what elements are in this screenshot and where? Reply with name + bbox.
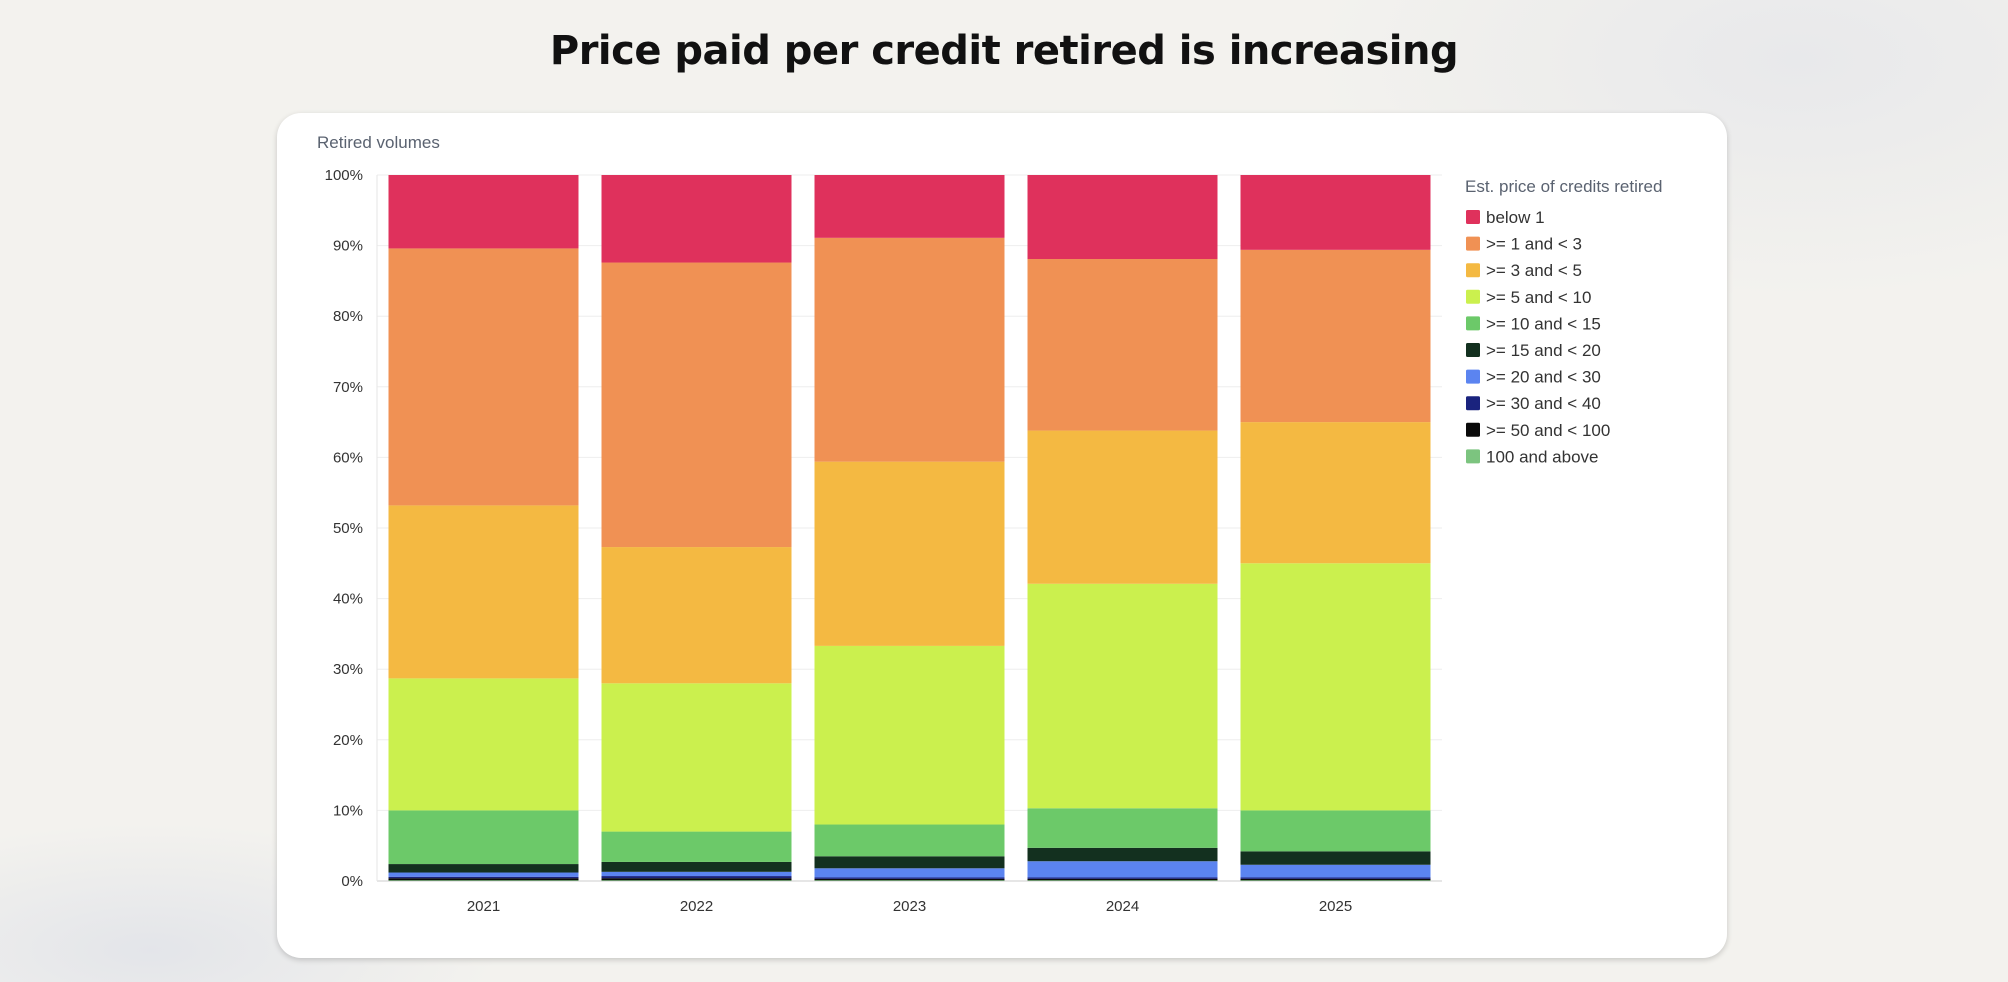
legend-title: Est. price of credits retired (1465, 177, 1662, 196)
bar-segment (601, 683, 792, 832)
bar-segment (1240, 563, 1431, 811)
bar-segment (388, 810, 579, 865)
legend-swatch (1466, 369, 1480, 384)
bar-segment (1027, 861, 1218, 878)
bar-segment (601, 878, 792, 881)
legend-label: >= 50 and < 100 (1486, 421, 1610, 440)
legend-swatch (1466, 236, 1480, 251)
bar-segment (388, 248, 579, 506)
legend-swatch (1466, 396, 1480, 411)
bar-segment (601, 262, 792, 548)
legend-label: >= 15 and < 20 (1486, 341, 1601, 360)
bar-segment (1027, 259, 1218, 431)
x-tick-label: 2023 (893, 898, 926, 915)
y-tick-label: 30% (333, 661, 363, 678)
legend-swatch (1466, 210, 1480, 224)
bar-segment (601, 871, 792, 877)
bar-segment (1027, 878, 1218, 881)
legend-swatch (1466, 449, 1480, 464)
legend-swatch (1466, 343, 1480, 357)
legend-swatch (1466, 263, 1480, 278)
bar-segment (1027, 583, 1218, 809)
legend-swatch (1466, 422, 1480, 437)
legend-swatch (1466, 316, 1480, 331)
y-tick-label: 40% (333, 591, 363, 608)
bar-segment (814, 880, 1005, 881)
x-tick-label: 2025 (1319, 898, 1352, 915)
bar-segment (601, 880, 792, 881)
bar-segment (388, 175, 579, 249)
x-tick-labels: 2021 2022 2023 2024 2025 (467, 898, 1352, 915)
legend-label: >= 10 and < 15 (1486, 314, 1601, 333)
bar-segment (1240, 877, 1431, 879)
bar-segment (1027, 880, 1218, 881)
bar-segment (814, 175, 1005, 238)
legend-label: >= 5 and < 10 (1486, 288, 1591, 307)
x-tick-label: 2022 (680, 898, 713, 915)
bar-segment (601, 876, 792, 879)
bar-segment (388, 880, 579, 881)
bar-segment (388, 876, 579, 879)
legend-label: 100 and above (1486, 447, 1599, 466)
y-tick-labels: 0% 10% 20% 30% 40% 50% 60% 70% 80% 90% 100% (325, 167, 363, 890)
y-tick-label: 80% (333, 308, 363, 325)
bar-segment (601, 831, 792, 862)
bar-segment (1240, 878, 1431, 881)
legend: below 1 >= 1 and < 3 >= 3 and < 5 >= 5 and … (1466, 208, 1610, 466)
bar-segment (601, 175, 792, 263)
legend-label: >= 1 and < 3 (1486, 235, 1582, 254)
legend-label: >= 3 and < 5 (1486, 261, 1582, 280)
bar-segment (388, 878, 579, 881)
page-title: Price paid per credit retired is increas… (549, 28, 1459, 74)
legend-label: >= 20 and < 30 (1486, 368, 1601, 387)
bar-segment (814, 824, 1005, 857)
y-tick-label: 90% (333, 238, 363, 255)
bar-segment (1027, 847, 1218, 862)
bar-segment (814, 645, 1005, 825)
bar-segment (388, 678, 579, 811)
bar-segment (388, 872, 579, 877)
bar-segment (1027, 877, 1218, 879)
bar-segment (388, 864, 579, 873)
legend-label: below 1 (1486, 208, 1545, 227)
bar-segment (1240, 851, 1431, 865)
y-tick-label: 20% (333, 732, 363, 749)
bar-segment (1027, 808, 1218, 848)
y-tick-label: 70% (333, 379, 363, 396)
bar-segment (814, 877, 1005, 879)
stacked-bar-chart: Retired volumes 0% 10% 20% 30% 40% 50% 60% 70% 8… (317, 133, 1662, 915)
y-tick-label: 10% (333, 802, 363, 819)
bar-segment (814, 878, 1005, 881)
y-tick-label: 50% (333, 520, 363, 537)
bar-segment (601, 861, 792, 872)
bar-segment (814, 868, 1005, 878)
bar-segment (1240, 810, 1431, 852)
bar-segment (1240, 864, 1431, 878)
y-axis-title: Retired volumes (317, 133, 440, 152)
bar-segment (601, 547, 792, 684)
bars (388, 175, 1431, 881)
legend-swatch (1466, 289, 1480, 304)
bar-segment (1240, 249, 1431, 423)
x-tick-label: 2021 (467, 898, 500, 915)
chart-card: Retired volumes 0% 10% 20% 30% 40% 50% 60% 70% 8… (277, 113, 1727, 958)
legend-label: >= 30 and < 40 (1486, 394, 1601, 413)
bar-segment (1240, 175, 1431, 250)
bar-segment (1027, 175, 1218, 260)
y-tick-label: 0% (341, 873, 363, 890)
x-tick-label: 2024 (1106, 898, 1139, 915)
y-tick-label: 100% (325, 167, 363, 184)
bar-segment (1240, 422, 1431, 564)
bar-segment (1240, 880, 1431, 881)
bar-segment (1027, 430, 1218, 584)
bar-segment (814, 237, 1005, 462)
bar-segment (388, 505, 579, 679)
bar-segment (814, 461, 1005, 646)
bar-segment (814, 856, 1005, 869)
y-tick-label: 60% (333, 449, 363, 466)
